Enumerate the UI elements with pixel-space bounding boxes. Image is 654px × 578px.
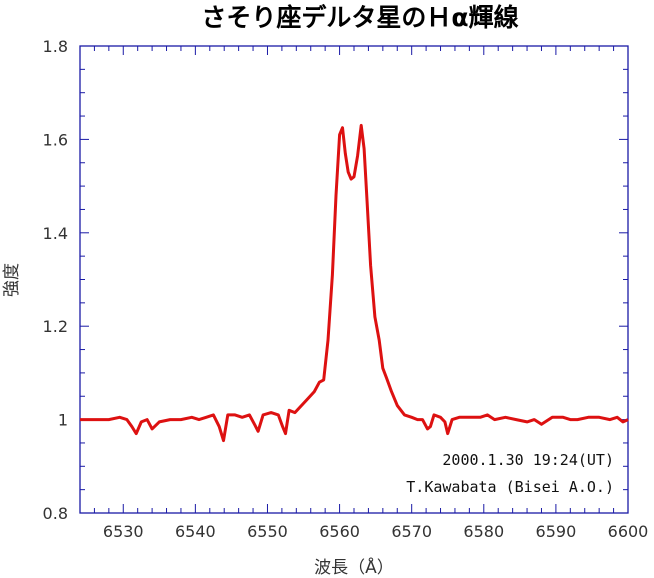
plot-frame [79,45,629,514]
y-tick-label: 1.2 [43,317,68,336]
y-tick-label: 0.8 [43,504,68,523]
y-tick-label: 1 [58,411,68,430]
x-tick-label: 6590 [536,522,577,541]
x-tick-label: 6600 [608,522,649,541]
observer-credit: T.Kawabata (Bisei A.O.) [406,478,614,496]
x-tick-label: 6560 [319,522,360,541]
y-axis-label: 強度 [2,263,22,297]
y-tick-label: 1.8 [43,37,68,56]
x-tick-label: 6530 [103,522,144,541]
x-axis-label: 波長（Å） [314,556,394,578]
x-tick-label: 6580 [463,522,504,541]
axis-ticks [80,45,629,514]
plot-area: 6530 6540 6550 6560 6570 6580 6590 6600 0.8 1 1.2 1… [43,37,649,541]
y-tick-label: 1.4 [43,224,68,243]
x-tick-label: 6570 [391,522,432,541]
y-tick-label: 1.6 [43,130,68,149]
h-alpha-spectrum-line [80,123,629,443]
x-tick-label: 6550 [247,522,288,541]
observation-date: 2000.1.30 19:24(UT) [442,451,614,469]
chart-title: さそり座デルタ星のＨα輝線 [201,3,518,32]
x-tick-label: 6540 [175,522,216,541]
tick-labels: 6530 6540 6550 6560 6570 6580 6590 6600 0.8 1 1.2 1… [43,37,649,541]
